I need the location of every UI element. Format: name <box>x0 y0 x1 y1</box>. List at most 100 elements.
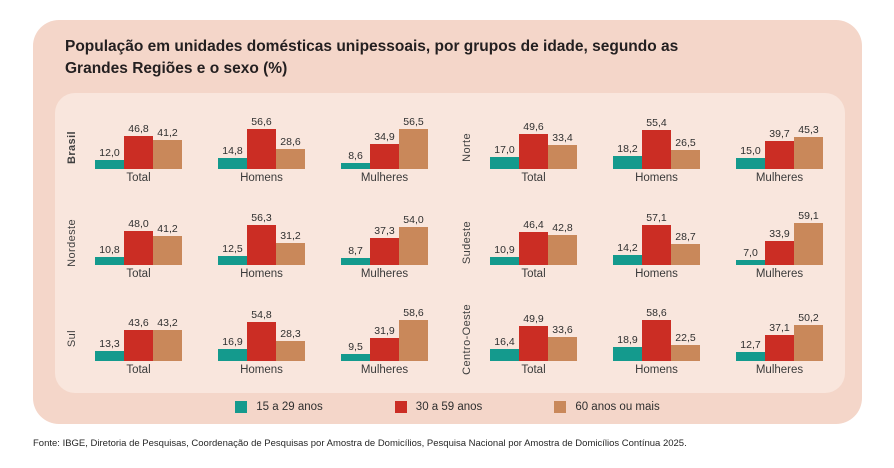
bar-value: 13,3 <box>99 338 120 351</box>
category-label: Total <box>521 363 546 376</box>
category-label: Total <box>126 267 151 280</box>
bar-60-anos-ou-mais <box>671 244 700 265</box>
bar-value: 41,2 <box>157 126 178 139</box>
bars: 15,0 39,7 45,3 <box>736 111 823 169</box>
bar-30-a-59-anos <box>642 129 671 169</box>
bar-value: 45,3 <box>798 123 819 136</box>
bar-15-a-29-anos <box>341 162 370 169</box>
category-label: Total <box>126 363 151 376</box>
bar-group-total: 17,0 49,6 33,4 Total <box>490 111 577 184</box>
bar-30-a-59-anos <box>370 238 399 265</box>
bar-30-a-59-anos <box>642 319 671 361</box>
bar-value: 33,9 <box>769 227 790 240</box>
charts-panel: Brasil 12,0 46,8 41,2 Total 14,8 56,6 28,6 Homen… <box>55 93 845 393</box>
chart-title-line2: Grandes Regiões e o sexo (%) <box>65 59 288 77</box>
bar-15-a-29-anos <box>613 254 642 265</box>
chart-title-line1: População em unidades domésticas unipess… <box>65 38 679 55</box>
bar-value: 42,8 <box>552 221 573 234</box>
bar-30-a-59-anos <box>765 240 794 265</box>
bar-wrap: 49,9 <box>519 313 548 361</box>
bar-value: 58,6 <box>646 306 667 319</box>
bar-wrap: 9,5 <box>341 341 370 361</box>
category-label: Homens <box>635 267 678 280</box>
bar-value: 46,4 <box>523 219 544 231</box>
bar-value: 33,4 <box>552 132 573 145</box>
bar-60-anos-ou-mais <box>671 149 700 169</box>
category-label: Homens <box>635 171 678 184</box>
bar-wrap: 41,2 <box>153 127 182 169</box>
bar-value: 46,8 <box>128 122 149 135</box>
bar-wrap: 15,0 <box>736 145 765 169</box>
bar-value: 41,2 <box>157 222 178 235</box>
bar-value: 37,3 <box>374 225 395 238</box>
bar-value: 56,5 <box>403 116 424 128</box>
bar-wrap: 46,4 <box>519 219 548 265</box>
bar-value: 55,4 <box>646 116 667 129</box>
bar-value: 14,2 <box>617 241 638 254</box>
legend-label: 15 a 29 anos <box>256 401 323 413</box>
region-chart-brasil: Brasil 12,0 46,8 41,2 Total 14,8 56,6 28,6 Homen… <box>66 99 436 195</box>
legend-item: 30 a 59 anos <box>394 401 482 413</box>
bars: 9,5 31,9 58,6 <box>341 303 428 361</box>
category-label: Mulheres <box>755 171 804 184</box>
bar-value: 12,5 <box>222 242 243 255</box>
region-label: Sul <box>66 330 78 348</box>
bar-group-total: 10,9 46,4 42,8 Total <box>490 207 577 280</box>
bars: 12,0 46,8 41,2 <box>95 111 182 169</box>
bar-wrap: 58,6 <box>642 307 671 361</box>
legend-swatch-15a29-icon <box>235 401 248 413</box>
bar-value: 17,0 <box>494 143 515 156</box>
category-label: Total <box>126 171 151 184</box>
bar-value: 34,9 <box>374 131 395 144</box>
bar-wrap: 31,9 <box>370 325 399 361</box>
bar-15-a-29-anos <box>218 348 247 361</box>
chart-card: População em unidades domésticas unipess… <box>33 20 862 424</box>
bar-wrap: 10,8 <box>95 244 124 265</box>
bar-value: 18,2 <box>617 142 638 155</box>
bar-wrap: 10,9 <box>490 244 519 265</box>
bar-30-a-59-anos <box>124 230 153 265</box>
bar-value: 15,0 <box>740 145 761 157</box>
bar-60-anos-ou-mais <box>153 235 182 265</box>
bar-wrap: 37,1 <box>765 322 794 361</box>
bar-value: 31,2 <box>280 229 301 242</box>
bar-groups: 17,0 49,6 33,4 Total 18,2 55,4 26,5 Homens 15,0 3… <box>482 111 831 184</box>
region-chart-sudeste: Sudeste 10,9 46,4 42,8 Total 14,2 57,1 28,7 Home… <box>461 195 831 291</box>
bar-value: 28,7 <box>675 231 696 244</box>
bars: 10,9 46,4 42,8 <box>490 207 577 265</box>
bar-wrap: 8,7 <box>341 245 370 265</box>
bars: 18,2 55,4 26,5 <box>613 111 700 169</box>
bars: 14,8 56,6 28,6 <box>218 111 305 169</box>
bar-15-a-29-anos <box>613 155 642 169</box>
bar-60-anos-ou-mais <box>153 139 182 169</box>
bar-value: 54,8 <box>251 309 272 322</box>
bar-value: 16,4 <box>494 336 515 348</box>
bar-wrap: 28,7 <box>671 231 700 265</box>
bar-30-a-59-anos <box>247 128 276 169</box>
bar-wrap: 37,3 <box>370 225 399 265</box>
region-label: Sudeste <box>461 221 473 265</box>
bar-groups: 12,0 46,8 41,2 Total 14,8 56,6 28,6 Homens 8,6 34… <box>87 111 436 184</box>
bar-group-mulheres: 7,0 33,9 59,1 Mulheres <box>736 207 823 280</box>
bar-value: 50,2 <box>798 312 819 325</box>
bars: 12,5 56,3 31,2 <box>218 207 305 265</box>
bar-group-homens: 14,2 57,1 28,7 Homens <box>613 207 700 280</box>
bar-30-a-59-anos <box>247 225 276 265</box>
bar-wrap: 42,8 <box>548 222 577 265</box>
bar-15-a-29-anos <box>341 353 370 361</box>
category-label: Mulheres <box>755 267 804 280</box>
bar-wrap: 56,3 <box>247 212 276 265</box>
category-label: Homens <box>635 363 678 376</box>
bar-value: 48,0 <box>128 217 149 230</box>
bar-value: 56,3 <box>251 212 272 225</box>
bar-60-anos-ou-mais <box>794 136 823 169</box>
region-chart-centro-oeste: Centro-Oeste 16,4 49,9 33,6 Total 18,9 58,6 22,… <box>461 291 831 387</box>
legend-label: 60 anos ou mais <box>575 401 660 413</box>
bar-60-anos-ou-mais <box>794 223 823 265</box>
bar-wrap: 12,7 <box>736 339 765 361</box>
bar-wrap: 50,2 <box>794 312 823 361</box>
bar-value: 10,9 <box>494 243 515 256</box>
region-chart-norte: Norte 17,0 49,6 33,4 Total 18,2 55,4 26,5 Homens… <box>461 99 831 195</box>
bar-30-a-59-anos <box>370 338 399 361</box>
bar-15-a-29-anos <box>490 156 519 169</box>
